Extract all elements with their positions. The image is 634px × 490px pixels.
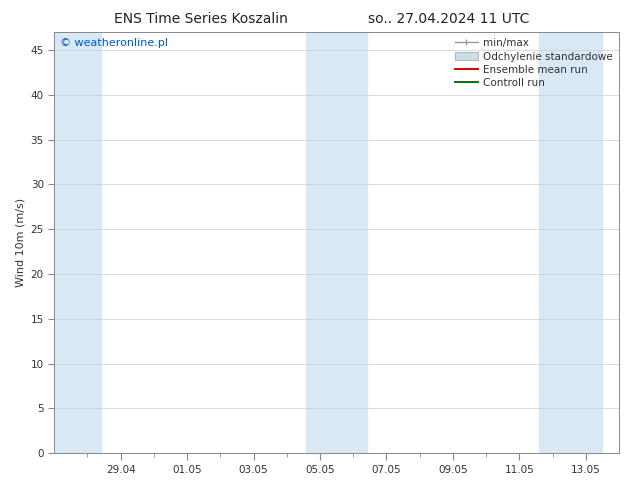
- Legend: min/max, Odchylenie standardowe, Ensemble mean run, Controll run: min/max, Odchylenie standardowe, Ensembl…: [451, 34, 617, 92]
- Text: so.. 27.04.2024 11 UTC: so.. 27.04.2024 11 UTC: [368, 12, 529, 26]
- Y-axis label: Wind 10m (m/s): Wind 10m (m/s): [15, 198, 25, 287]
- Text: © weatheronline.pl: © weatheronline.pl: [60, 39, 168, 49]
- Bar: [55, 32, 101, 453]
- Text: ENS Time Series Koszalin: ENS Time Series Koszalin: [114, 12, 288, 26]
- Bar: [306, 32, 367, 453]
- Bar: [539, 32, 602, 453]
